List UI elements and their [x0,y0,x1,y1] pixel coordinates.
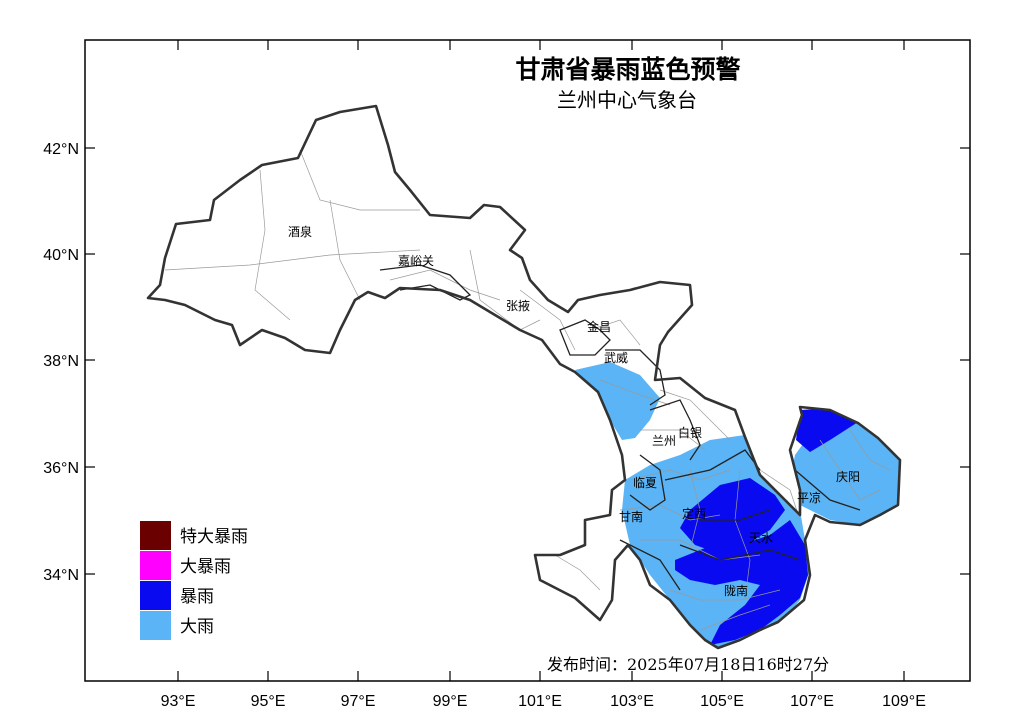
legend-swatch [140,581,171,610]
legend-swatch [140,521,171,550]
legend-swatch [140,551,171,580]
city-label: 白银 [678,425,702,440]
city-label: 天水 [749,531,773,545]
legend-label: 暴雨 [180,587,214,607]
y-tick-label: 36°N [43,460,79,477]
x-tick-label: 99°E [433,693,468,710]
city-label: 陇南 [724,583,748,598]
city-boundaries [379,264,861,591]
map-subtitle: 兰州中心气象台 [557,88,697,112]
x-tick-label: 107°E [790,693,834,710]
y-axis: 42°N 40°N 38°N 36°N 34°N [43,141,970,584]
city-label: 金昌 [587,319,611,334]
map-frame [84,39,971,682]
x-tick-label: 97°E [341,693,376,710]
x-tick-label: 93°E [161,693,196,710]
x-tick-label: 105°E [700,693,744,710]
city-label: 庆阳 [836,470,860,484]
county-boundaries [164,149,891,631]
x-tick-label: 109°E [882,693,926,710]
map-title: 甘肃省暴雨蓝色预警 [515,55,740,84]
city-label: 甘南 [619,509,643,524]
city-label: 平凉 [797,490,821,505]
x-tick-label: 95°E [251,693,286,710]
rainstorm-area-northeast [796,408,858,452]
city-label: 定西 [682,506,706,521]
city-label: 兰州 [652,434,676,448]
city-label: 酒泉 [288,225,312,239]
rainstorm-area-central [680,478,785,552]
x-axis: 93°E 95°E 97°E 99°E 101°E 103°E 105°E 107°E 109°… [161,40,926,710]
y-tick-label: 40°N [43,247,79,264]
city-label: 嘉峪关 [398,254,434,268]
y-tick-label: 42°N [43,141,79,158]
legend-label: 特大暴雨 [180,527,248,547]
city-label: 武威 [604,351,628,365]
city-label: 临夏 [633,476,657,490]
legend-swatch [140,611,171,640]
province-border [146,104,902,650]
issue-time: 发布时间：2025年07月18日16时27分 [547,655,829,674]
city-label: 张掖 [506,299,530,313]
legend-label: 大暴雨 [180,557,231,577]
y-tick-label: 38°N [43,353,79,370]
heavy-rain-area-north [575,362,660,440]
y-tick-label: 34°N [43,567,79,584]
x-tick-label: 101°E [518,693,562,710]
legend-label: 大雨 [180,617,214,637]
x-tick-label: 103°E [610,693,654,710]
